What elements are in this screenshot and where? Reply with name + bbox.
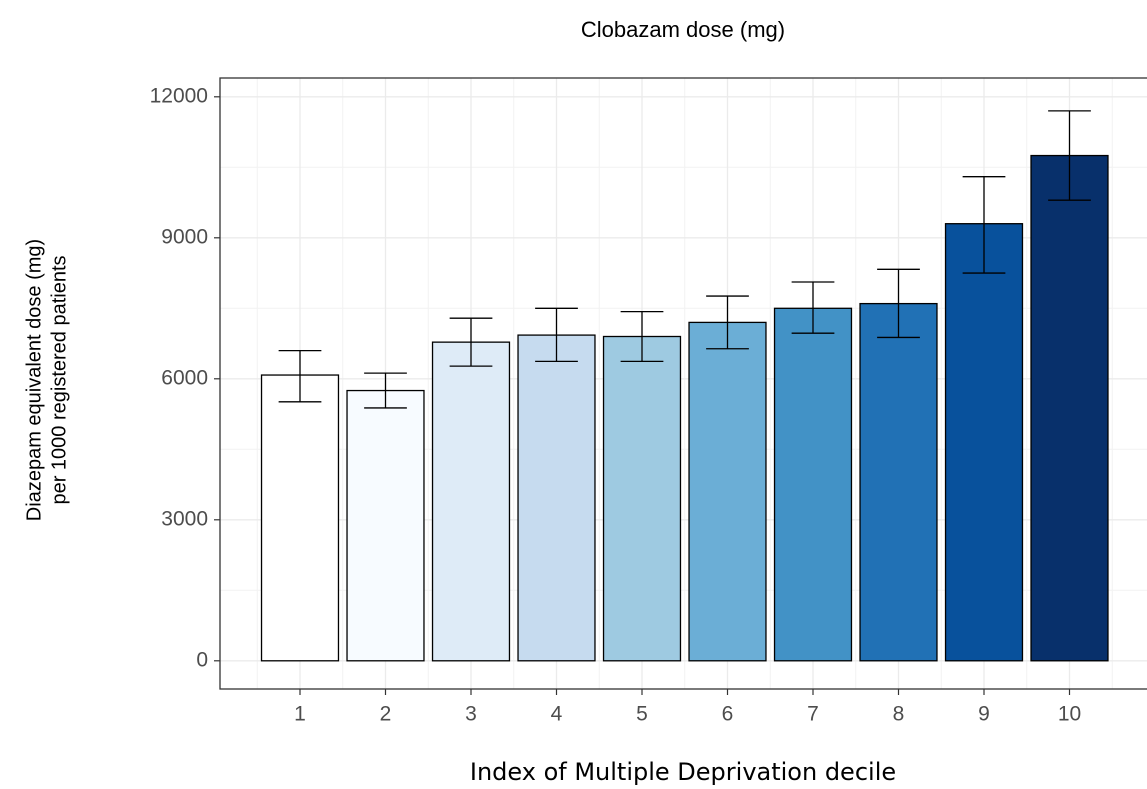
- bar: [260, 374, 340, 662]
- bar: [859, 302, 938, 662]
- bar: [602, 335, 682, 662]
- x-tick-label: 5: [636, 703, 648, 726]
- bar: [944, 223, 1024, 662]
- x-tick-label: 3: [465, 703, 477, 726]
- y-tick-label: 3000: [161, 507, 208, 530]
- chart-title: Clobazam dose (mg): [581, 17, 785, 42]
- bar: [431, 341, 511, 662]
- x-tick-label: 4: [551, 703, 563, 726]
- x-axis-label: Index of Multiple Deprivation decile: [470, 758, 896, 786]
- bar: [1030, 154, 1109, 662]
- y-tick-label: 6000: [161, 366, 208, 389]
- panel-border: [219, 77, 1147, 690]
- x-tick-label: 10: [1058, 703, 1081, 726]
- bar: [517, 334, 596, 662]
- y-tick-label: 12000: [150, 84, 208, 107]
- x-tick-label: 6: [722, 703, 734, 726]
- y-tick-label: 9000: [161, 225, 208, 248]
- x-tick-label: 2: [380, 703, 392, 726]
- x-tick-label: 7: [807, 703, 819, 726]
- y-tick-label: 0: [196, 648, 208, 671]
- bar: [688, 321, 767, 662]
- bar: [346, 389, 425, 662]
- x-tick-label: 8: [893, 703, 905, 726]
- y-axis-label: per 1000 registered patients: [48, 255, 70, 504]
- bar: [773, 307, 853, 662]
- y-axis-label: Diazepam equivalent dose (mg): [23, 239, 45, 521]
- x-tick-label: 9: [978, 703, 990, 726]
- x-tick-label: 1: [294, 703, 306, 726]
